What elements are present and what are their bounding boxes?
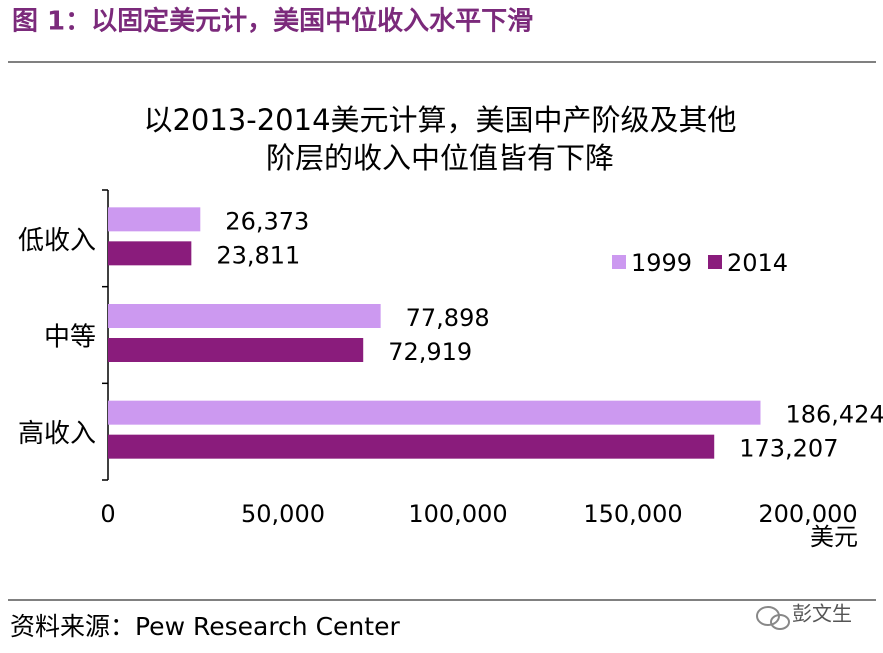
bar [108, 207, 201, 232]
chart-title: 阶层的收入中位值皆有下降 [266, 141, 614, 175]
bar [108, 241, 192, 266]
y-tick-label: 高收入 [18, 419, 96, 449]
value-label: 23,811 [216, 241, 300, 269]
value-label: 77,898 [406, 304, 490, 332]
x-tick-label: 200,000 [758, 500, 857, 528]
value-label: 26,373 [225, 207, 309, 235]
value-label: 72,919 [388, 338, 472, 366]
bar [108, 434, 715, 459]
x-tick-label: 0 [100, 500, 115, 528]
legend-swatch [612, 255, 626, 269]
bar [108, 338, 364, 362]
watermark: 彭文生 [792, 602, 852, 626]
legend-swatch [708, 255, 722, 269]
value-label: 186,424 [785, 401, 883, 429]
y-tick-label: 低收入 [18, 226, 96, 256]
source: 资料来源：Pew Research Center [10, 612, 400, 641]
legend-label: 1999 [631, 249, 692, 277]
bar [108, 304, 381, 328]
chart-title: 以2013-2014美元计算，美国中产阶级及其他 [143, 103, 736, 137]
x-tick-label: 50,000 [241, 500, 325, 528]
x-unit: 美元 [810, 523, 858, 551]
value-label: 173,207 [739, 435, 838, 463]
x-tick-label: 150,000 [583, 500, 682, 528]
watermark-icon [756, 606, 790, 630]
bar [108, 400, 761, 425]
header-title: 图 1：以固定美元计，美国中位收入水平下滑 [12, 6, 533, 37]
y-tick-label: 中等 [44, 323, 96, 353]
legend-label: 2014 [727, 249, 788, 277]
x-tick-label: 100,000 [408, 500, 507, 528]
